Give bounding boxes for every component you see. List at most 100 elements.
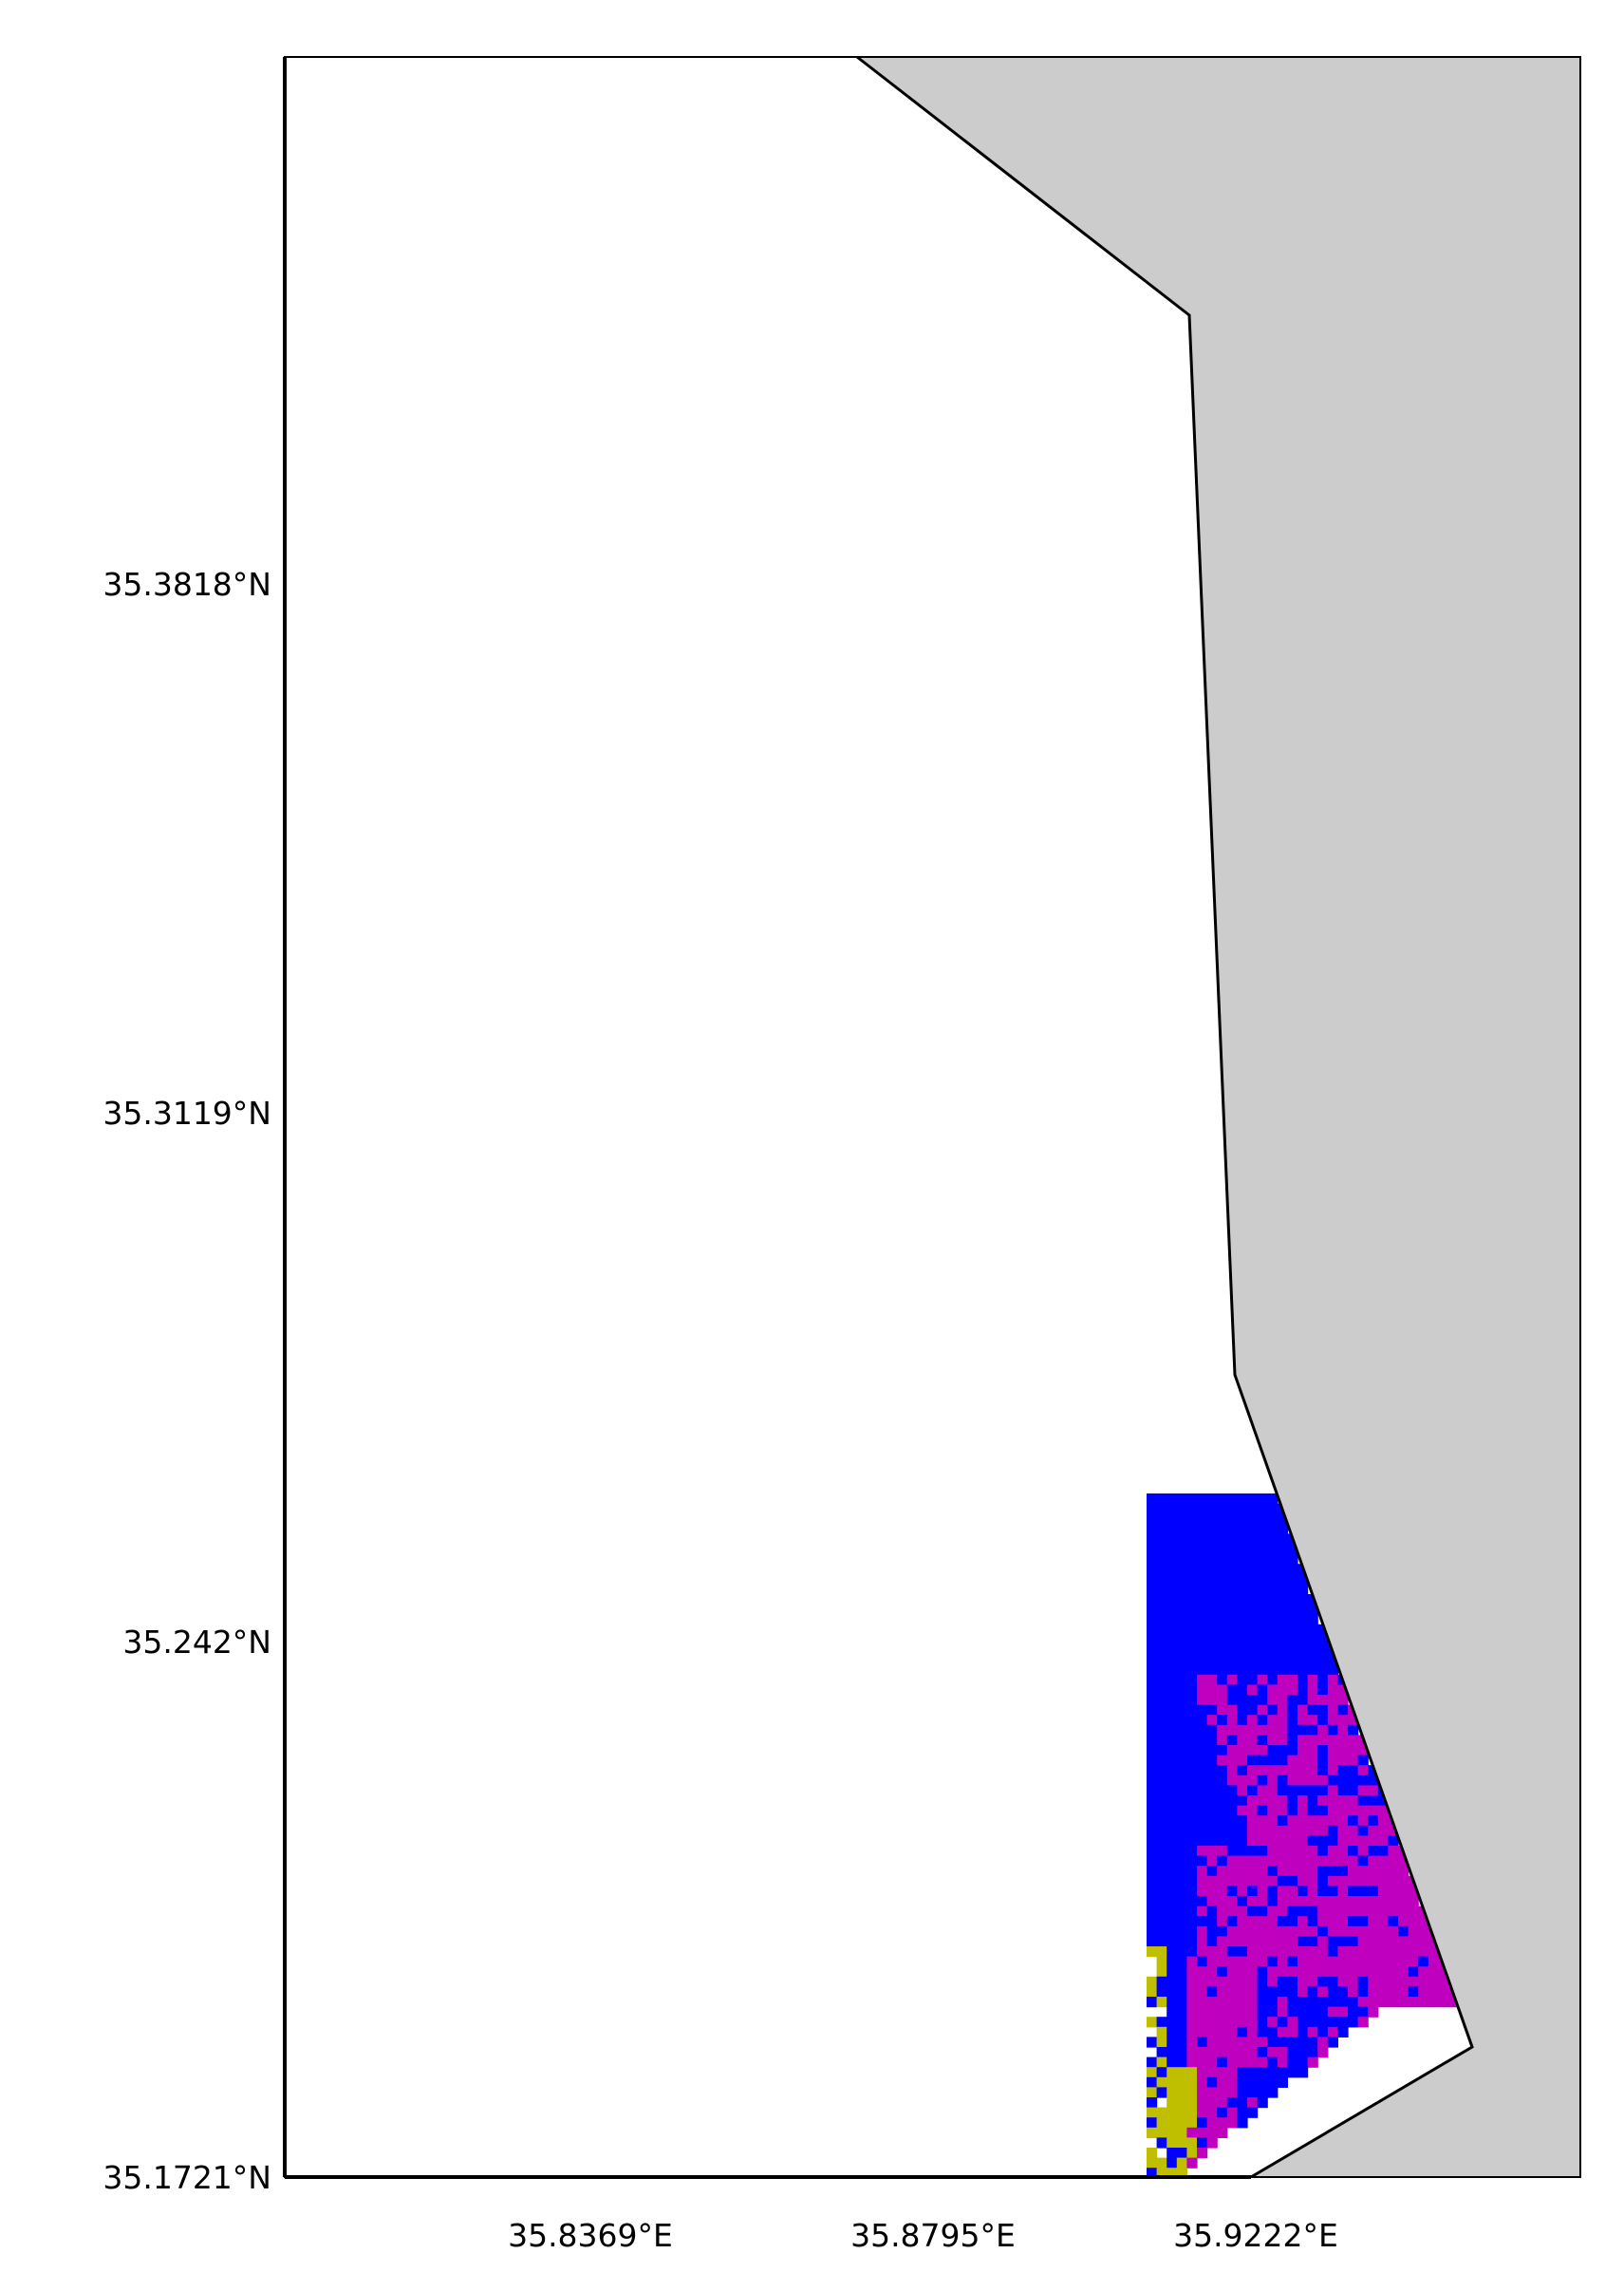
raster-cell	[1237, 2076, 1248, 2088]
raster-cell	[1297, 1775, 1309, 1786]
raster-cell	[1176, 2006, 1187, 2018]
raster-cell	[1217, 2117, 1228, 2129]
raster-cell	[1217, 1916, 1228, 1927]
raster-cell	[1156, 1513, 1167, 1525]
raster-cell	[1156, 2047, 1167, 2058]
raster-cell	[1368, 2006, 1379, 2018]
raster-cell	[1206, 2067, 1218, 2078]
raster-cell	[1176, 1936, 1187, 1947]
raster-cell	[1297, 1875, 1309, 1887]
raster-cell	[1167, 2067, 1178, 2078]
raster-cell	[1388, 1997, 1399, 2008]
raster-cell	[1287, 1956, 1298, 1967]
raster-cell	[1357, 1855, 1369, 1867]
raster-cell	[1348, 1835, 1359, 1847]
raster-cell	[1206, 1614, 1218, 1625]
raster-cell	[1337, 1886, 1349, 1897]
raster-cell	[1156, 1493, 1167, 1505]
raster-cell	[1257, 2017, 1268, 2028]
raster-cell	[1287, 1986, 1298, 1998]
raster-cell	[1317, 1755, 1329, 1766]
raster-cell	[1206, 1986, 1218, 1998]
raster-cell	[1206, 1825, 1218, 1836]
raster-cell	[1327, 1925, 1338, 1937]
raster-cell	[1197, 1785, 1208, 1796]
raster-cell	[1348, 1997, 1359, 2008]
raster-cell	[1156, 1695, 1167, 1706]
raster-cell	[1237, 1614, 1248, 1625]
raster-cell	[1156, 1805, 1167, 1816]
raster-cell	[1337, 1735, 1349, 1746]
raster-cell	[1377, 1916, 1389, 1927]
raster-cell	[1398, 1997, 1409, 2008]
raster-cell	[1267, 2037, 1279, 2048]
raster-cell	[1247, 1604, 1259, 1615]
raster-cell	[1156, 1755, 1167, 1766]
raster-cell	[1206, 1936, 1218, 1947]
raster-cell	[1247, 1584, 1259, 1595]
raster-cell	[1307, 1795, 1318, 1807]
raster-cell	[1398, 1896, 1409, 1907]
raster-cell	[1197, 1604, 1208, 1615]
raster-cell	[1217, 1735, 1228, 1746]
raster-cell	[1337, 1755, 1349, 1766]
raster-cell	[1418, 1925, 1429, 1937]
raster-cell	[1348, 1896, 1359, 1907]
raster-cell	[1186, 1715, 1198, 1726]
raster-cell	[1176, 2148, 1187, 2159]
raster-cell	[1317, 1664, 1329, 1676]
raster-cell	[1247, 1906, 1259, 1917]
raster-cell	[1186, 2127, 1198, 2138]
raster-cell	[1257, 1695, 1268, 1706]
raster-cell	[1267, 1644, 1279, 1656]
raster-cell	[1307, 1906, 1318, 1917]
raster-cell	[1217, 1544, 1228, 1555]
raster-cell	[1237, 1594, 1248, 1606]
raster-cell	[1337, 1775, 1349, 1786]
raster-cell	[1226, 1765, 1238, 1776]
raster-cell	[1197, 2148, 1208, 2159]
raster-cell	[1176, 1866, 1187, 1877]
raster-cell	[1277, 1875, 1288, 1887]
raster-cell	[1226, 1976, 1238, 1987]
raster-cell	[1217, 1523, 1228, 1534]
raster-cell	[1388, 1906, 1399, 1917]
raster-cell	[1186, 1886, 1198, 1897]
raster-cell	[1186, 1745, 1198, 1756]
raster-cell	[1287, 1715, 1298, 1726]
raster-cell	[1226, 2076, 1238, 2088]
raster-cell	[1297, 2047, 1309, 2058]
raster-cell	[1176, 1925, 1187, 1937]
raster-cell	[1348, 1925, 1359, 1937]
raster-cell	[1217, 1614, 1228, 1625]
raster-cell	[1267, 1755, 1279, 1766]
raster-cell	[1167, 1855, 1178, 1867]
raster-cell	[1247, 1493, 1259, 1505]
raster-cell	[1226, 1946, 1238, 1958]
raster-cell	[1226, 1986, 1238, 1998]
raster-cell	[1186, 1634, 1198, 1645]
raster-cell	[1277, 2067, 1288, 2078]
raster-cell	[1226, 1755, 1238, 1766]
raster-cell	[1186, 1815, 1198, 1827]
raster-cell	[1388, 1925, 1399, 1937]
raster-cell	[1206, 1684, 1218, 1696]
raster-cell	[1226, 1896, 1238, 1907]
raster-cell	[1368, 1846, 1379, 1857]
raster-cell	[1317, 1715, 1329, 1726]
raster-cell	[1377, 1966, 1389, 1978]
raster-cell	[1247, 1644, 1259, 1656]
raster-cell	[1237, 1925, 1248, 1937]
raster-cell	[1167, 1553, 1178, 1565]
raster-cell	[1377, 1956, 1389, 1967]
raster-cell	[1307, 1916, 1318, 1927]
raster-cell	[1287, 1755, 1298, 1766]
raster-cell	[1277, 1906, 1288, 1917]
raster-cell	[1156, 1986, 1167, 1998]
raster-cell	[1287, 1544, 1298, 1555]
raster-cell	[1147, 1976, 1158, 1987]
raster-cell	[1368, 1896, 1379, 1907]
raster-cell	[1337, 1875, 1349, 1887]
y-tick-label: 35.1721°N	[103, 2159, 271, 2196]
raster-cell	[1206, 1553, 1218, 1565]
